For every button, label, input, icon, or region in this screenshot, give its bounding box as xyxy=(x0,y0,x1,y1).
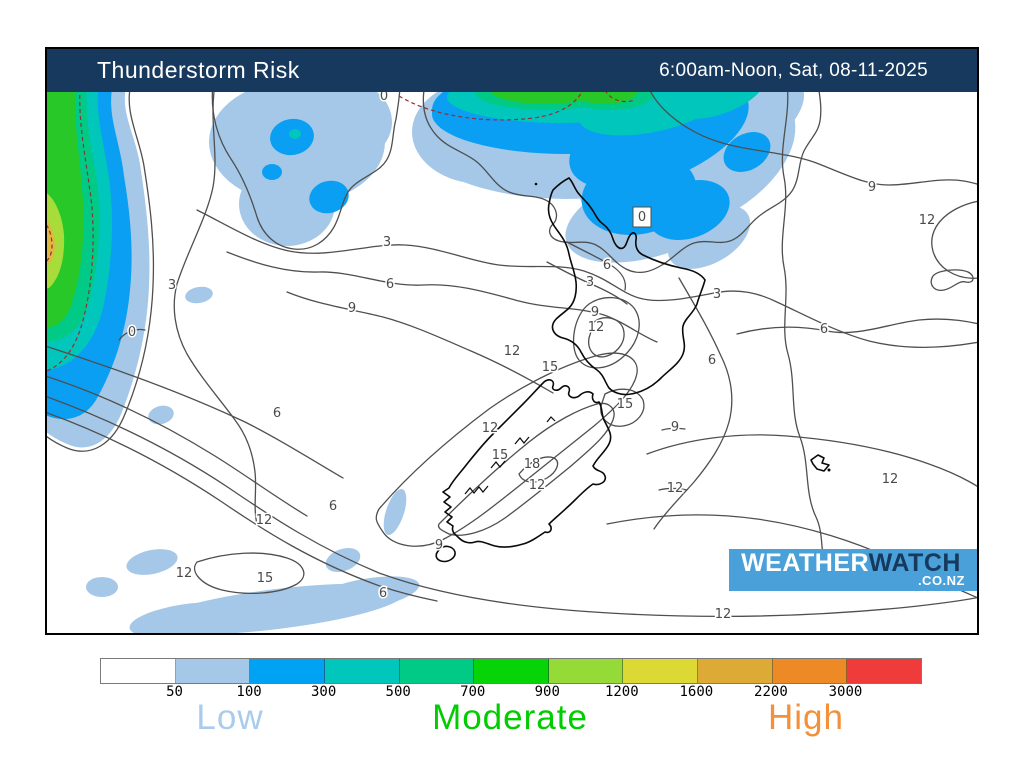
lake-shading xyxy=(383,489,407,535)
risk-category-labels: Low Moderate High xyxy=(0,698,1024,742)
contour-label: 12 xyxy=(919,213,936,228)
contour-label: 0 xyxy=(128,325,136,340)
colorbar-tick: 300 xyxy=(310,684,337,700)
contour-label: 12 xyxy=(588,320,605,335)
colorbar-tick: 50 xyxy=(166,684,183,700)
colorbar-segment xyxy=(324,659,400,683)
weatherwatch-logo: WEATHERWATCH .CO.NZ xyxy=(729,549,977,591)
risk-label-moderate: Moderate xyxy=(432,698,588,737)
dashed-contours xyxy=(47,92,636,372)
contour-label: 6 xyxy=(820,322,828,337)
colorbar-segment xyxy=(250,659,325,683)
contour-label: 3 xyxy=(168,278,176,293)
page-title: Thunderstorm Risk xyxy=(97,57,300,83)
contour-label: 6 xyxy=(386,277,394,292)
contour-label: 12 xyxy=(482,421,499,436)
contour-label: 12 xyxy=(667,481,684,496)
colorbar-tick: 100 xyxy=(236,684,262,700)
logo-wordmark: WEATHERWATCH xyxy=(741,549,961,577)
colorbar-tick: 1600 xyxy=(679,684,714,700)
colorbar-segment xyxy=(623,659,699,683)
nz-coastline xyxy=(435,177,831,563)
contour-label: 6 xyxy=(603,258,611,273)
colorbar-segment xyxy=(847,659,922,683)
logo-domain-suffix: .CO.NZ xyxy=(917,573,965,588)
colorbar-segment xyxy=(101,659,176,683)
contour-label: 15 xyxy=(617,397,634,412)
colorbar-tick: 900 xyxy=(534,684,560,700)
colorbar-tick: 3000 xyxy=(828,684,863,700)
contour-label: 15 xyxy=(257,571,274,586)
colorbar-tick: 500 xyxy=(385,684,411,700)
contour-label: 6 xyxy=(379,586,387,601)
colorbar-tick: 2200 xyxy=(754,684,788,700)
contour-label: 12 xyxy=(882,472,899,487)
contour-label: 12 xyxy=(176,566,193,581)
contour-label: 12 xyxy=(715,607,732,622)
contour-label: 3 xyxy=(586,275,594,290)
risk-colorbar xyxy=(100,658,922,684)
contour-label: 0 xyxy=(380,92,388,104)
colorbar-segment xyxy=(474,659,549,683)
contour-label: 9 xyxy=(591,305,599,320)
map-header: Thunderstorm Risk 6:00am-Noon, Sat, 08-1… xyxy=(47,49,977,92)
contour-label: 15 xyxy=(542,360,559,375)
colorbar-tick: 700 xyxy=(460,684,486,700)
risk-label-low: Low xyxy=(196,698,264,737)
contour-label: 12 xyxy=(529,478,546,493)
contour-label: 12 xyxy=(504,344,521,359)
colorbar-segment xyxy=(175,659,251,683)
svg-text:0: 0 xyxy=(638,210,646,225)
boxed-zero-label: 0 xyxy=(632,206,652,228)
colorbar-segment xyxy=(772,659,848,683)
contour-label: 3 xyxy=(713,287,721,302)
forecast-period: 6:00am-Noon, Sat, 08-11-2025 xyxy=(659,59,928,81)
colorbar-tick-labels: 50 100 300 500 700 900 1200 1600 2200 3000 xyxy=(100,684,920,700)
risk-label-high: High xyxy=(768,698,844,737)
colorbar-segment xyxy=(698,659,773,683)
contour-label: 6 xyxy=(273,406,281,421)
risk-shading-yellow-green xyxy=(47,193,65,289)
colorbar-tick: 1200 xyxy=(604,684,639,700)
forecast-map-panel: Thunderstorm Risk 6:00am-Noon, Sat, 08-1… xyxy=(45,47,979,635)
contour-label: 18 xyxy=(524,457,541,472)
colorbar-segment xyxy=(548,659,624,683)
contour-label: 9 xyxy=(868,180,876,195)
contour-label: 9 xyxy=(671,420,679,435)
contour-label: 9 xyxy=(348,301,356,316)
contour-label: 6 xyxy=(708,353,716,368)
contour-label: 3 xyxy=(383,235,391,250)
contour-label: 12 xyxy=(256,513,273,528)
colorbar-segment xyxy=(399,659,475,683)
contour-label: 15 xyxy=(492,448,509,463)
contour-label: 9 xyxy=(435,538,443,553)
contour-label: 6 xyxy=(329,499,337,514)
